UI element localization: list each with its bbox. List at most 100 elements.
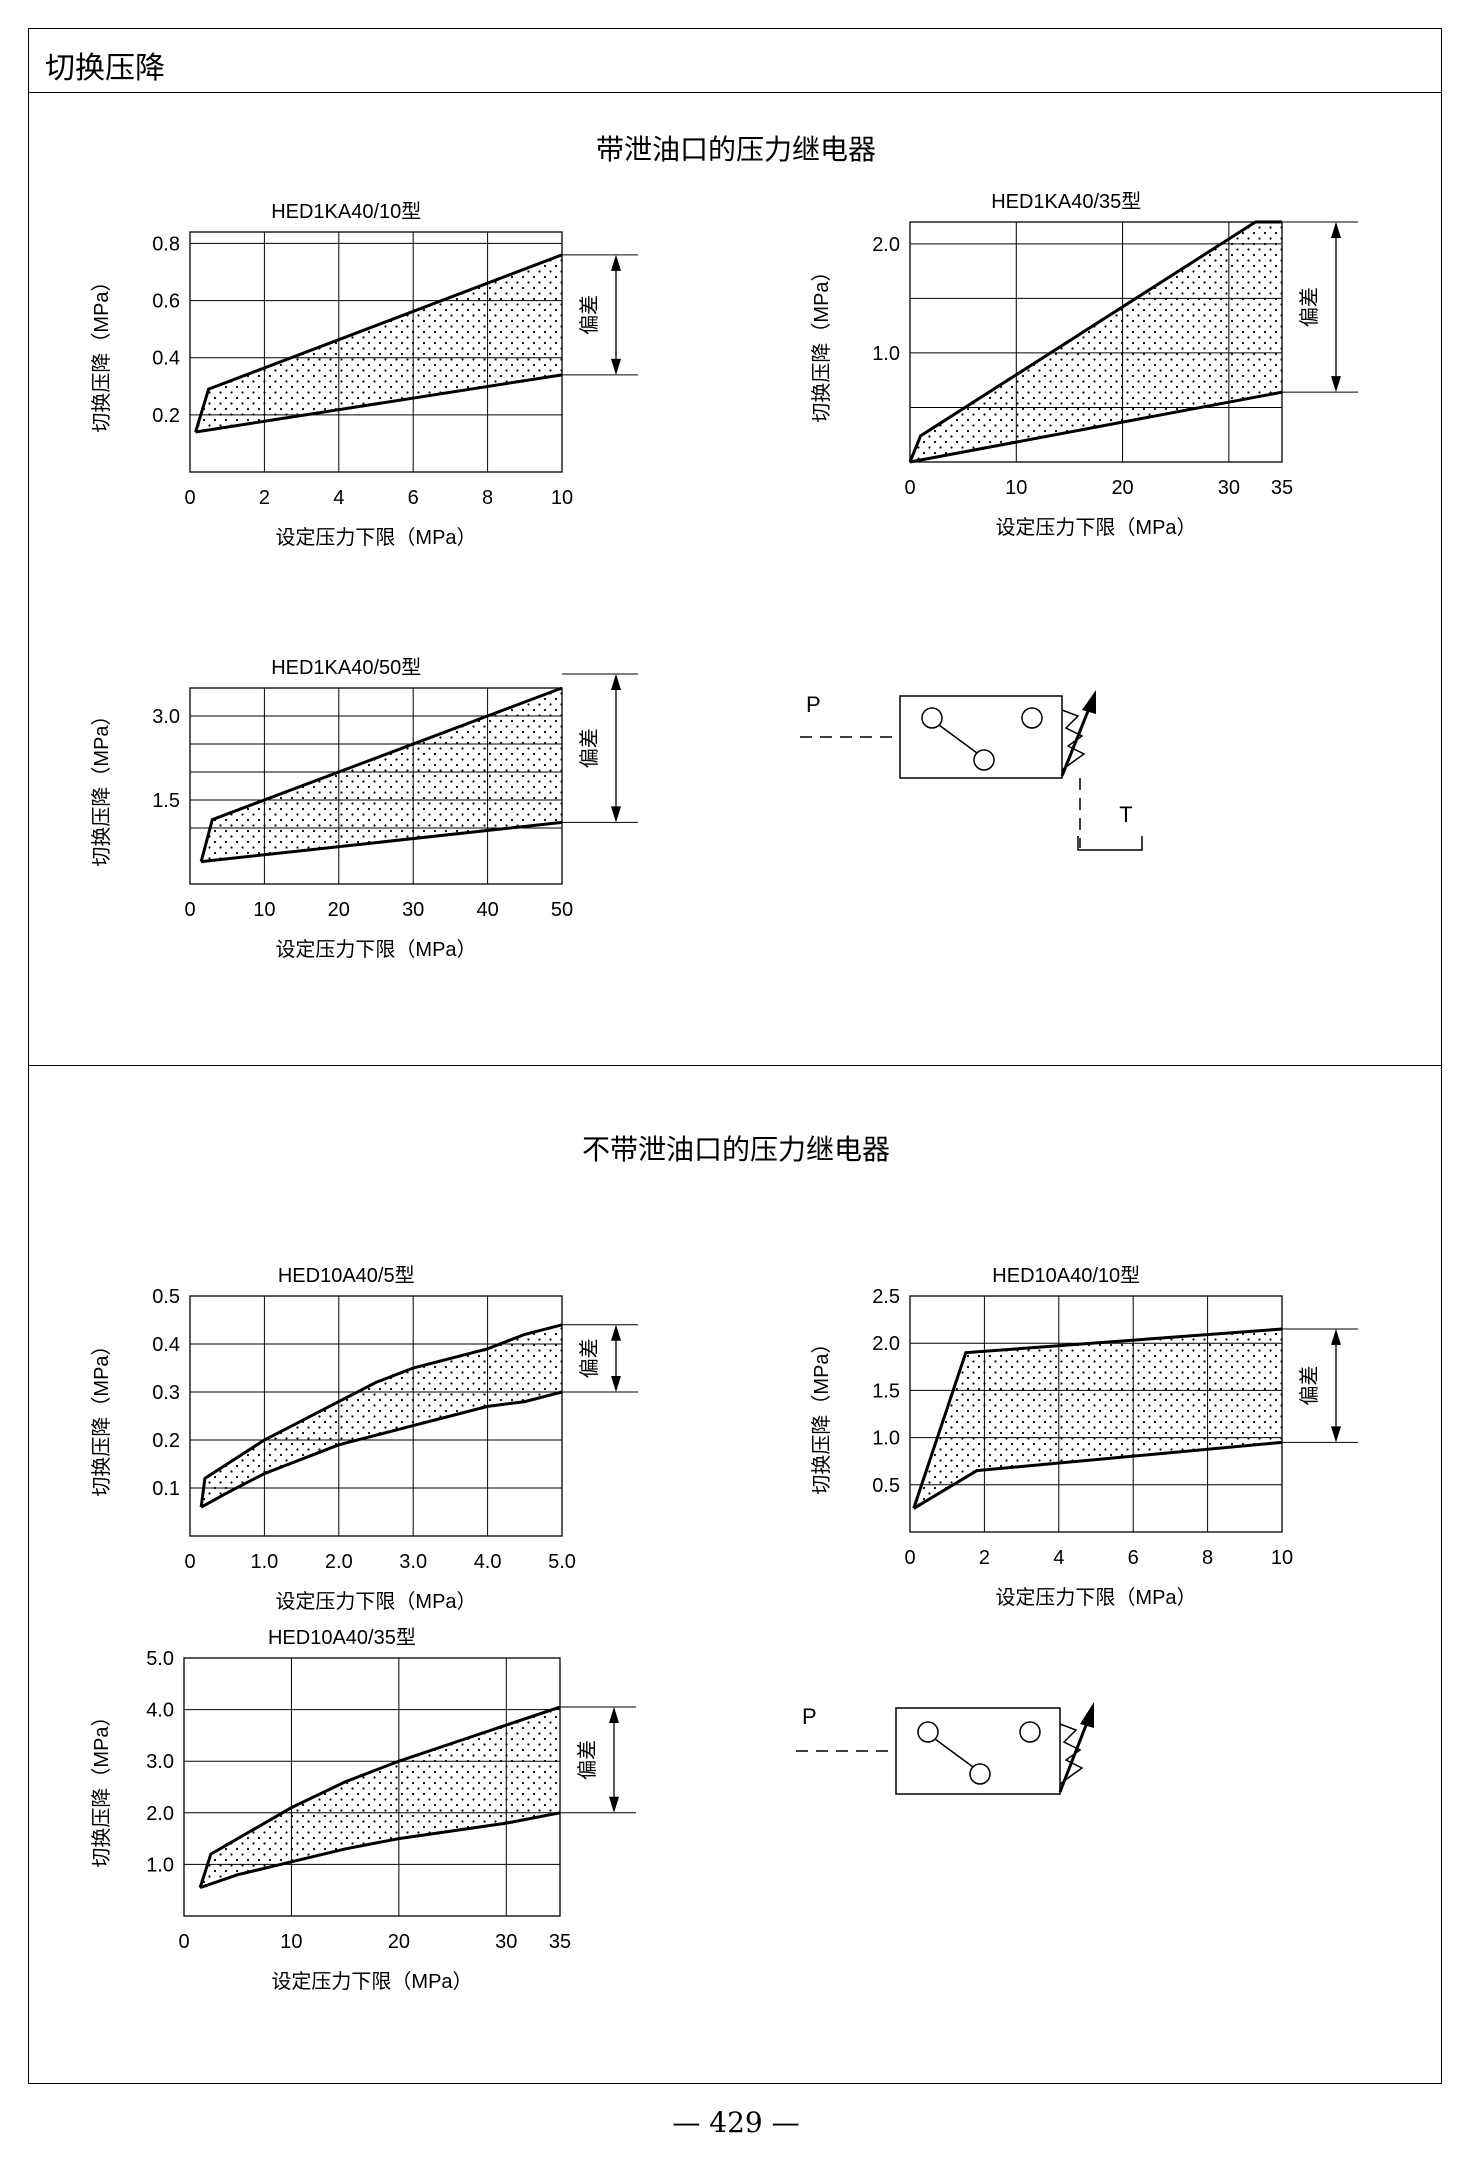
arrow-down-icon xyxy=(611,806,621,823)
lower-boundary-line xyxy=(200,820,563,864)
upper-boundary-line xyxy=(199,1323,563,1508)
p-port-label: P xyxy=(802,1704,817,1729)
deviation-band xyxy=(201,688,562,862)
page-number: — 429 — xyxy=(672,2106,800,2139)
adjust-arrow-head-icon xyxy=(1082,690,1096,714)
x-tick-label: 0 xyxy=(184,487,195,509)
y-tick-label: 4.0 xyxy=(146,1700,174,1722)
chart-title: HED10A40/5型 xyxy=(278,1264,415,1287)
y-tick-label: 0.5 xyxy=(872,1475,900,1497)
page-title: 切换压降 xyxy=(45,51,165,86)
lower-boundary-line xyxy=(909,390,1283,464)
arrow-down-icon xyxy=(609,1796,619,1813)
x-tick-label: 0 xyxy=(184,899,195,921)
x-tick-label: 2.0 xyxy=(325,1551,353,1573)
section-heading-with-drain: 带泄油口的压力继电器 xyxy=(595,133,876,166)
x-tick-label: 1.0 xyxy=(250,1551,278,1573)
tank-icon xyxy=(1077,836,1143,851)
x-tick-label: 10 xyxy=(280,1931,302,1953)
x-tick-label: 30 xyxy=(1218,477,1240,499)
chart-title: HED1KA40/35型 xyxy=(991,190,1141,213)
upper-boundary-line xyxy=(912,1327,1283,1509)
y-axis-label: 切换压降（MPa） xyxy=(810,1333,833,1494)
x-tick-label: 30 xyxy=(402,899,424,921)
x-tick-label: 10 xyxy=(253,899,275,921)
x-tick-label: 0 xyxy=(904,1547,915,1569)
adjust-arrow-icon xyxy=(1058,1719,1090,1793)
x-tick-label: 0 xyxy=(184,1551,195,1573)
x-tick-label: 40 xyxy=(476,899,498,921)
x-tick-label: 20 xyxy=(388,1931,410,1953)
contact-circle xyxy=(969,1763,991,1785)
y-tick-label: 0.1 xyxy=(152,1478,180,1500)
lower-boundary-line xyxy=(912,1440,1283,1510)
arrow-down-icon xyxy=(1331,1426,1341,1443)
deviation-label: 偏差 xyxy=(578,728,601,768)
deviation-label: 偏差 xyxy=(576,1740,599,1780)
upper-boundary-line xyxy=(199,686,563,862)
y-axis-label: 切换压降（MPa） xyxy=(90,1706,113,1867)
x-tick-label: 5.0 xyxy=(548,1551,576,1573)
y-tick-label: 3.0 xyxy=(152,706,180,728)
plot-border xyxy=(189,1295,563,1537)
chart-hed10a40-10: HED10A40/10型 0 2 4 6 8 10 0.5 1.0 1.5 2.0 2.5 设定压力下限… xyxy=(810,1264,1358,1609)
contact-link xyxy=(938,724,978,754)
x-tick-label: 8 xyxy=(482,487,493,509)
switch-body xyxy=(899,695,1063,779)
x-axis-label: 设定压力下限（MPa） xyxy=(995,516,1196,539)
spring-icon xyxy=(1061,709,1086,771)
x-tick-label: 30 xyxy=(495,1931,517,1953)
arrow-down-icon xyxy=(611,1376,621,1392)
upper-boundary-line xyxy=(908,220,1282,463)
deviation-band xyxy=(913,1329,1282,1509)
x-tick-label: 4 xyxy=(1053,1547,1064,1569)
x-tick-label: 3.0 xyxy=(399,1551,427,1573)
chart-hed10a40-5: HED10A40/5型 0 1.0 2.0 3.0 4.0 5.0 0.1 0.2 0.3 0.4 0… xyxy=(90,1264,638,1613)
adjust-arrow-icon xyxy=(1060,705,1092,777)
x-axis-label: 设定压力下限（MPa） xyxy=(275,938,476,961)
x-tick-label: 35 xyxy=(549,1931,571,1953)
arrow-down-icon xyxy=(1331,376,1341,393)
arrow-down-icon xyxy=(611,358,621,375)
arrow-up-icon xyxy=(611,674,621,690)
chart-title: HED10A40/10型 xyxy=(992,1264,1140,1287)
contact-circle xyxy=(1021,707,1043,729)
y-tick-label: 1.5 xyxy=(152,790,180,812)
deviation-label: 偏差 xyxy=(578,295,601,335)
x-tick-label: 20 xyxy=(328,899,350,921)
spring-icon xyxy=(1059,1723,1084,1785)
y-tick-label: 2.0 xyxy=(872,234,900,256)
x-tick-label: 20 xyxy=(1111,477,1133,499)
arrow-up-icon xyxy=(1331,1329,1341,1346)
chart-title: HED1KA40/50型 xyxy=(271,656,421,679)
y-tick-label: 0.5 xyxy=(152,1286,180,1308)
y-tick-label: 0.6 xyxy=(152,291,180,313)
y-axis-label: 切换压降（MPa） xyxy=(810,261,833,422)
y-axis-label: 切换压降（MPa） xyxy=(90,271,113,432)
x-tick-label: 0 xyxy=(178,1931,189,1953)
chart-hed1ka40-10: HED1KA40/10型 0 2 4 6 8 10 0.2 0.4 0.6 0.8 设定压力下限（MP… xyxy=(90,200,638,549)
x-axis-label: 设定压力下限（MPa） xyxy=(275,1590,476,1613)
upper-boundary-line xyxy=(194,253,563,433)
switch-body xyxy=(895,1707,1061,1795)
x-tick-label: 2 xyxy=(259,487,270,509)
y-tick-label: 2.0 xyxy=(146,1803,174,1825)
contact-circle xyxy=(917,1721,939,1743)
x-tick-label: 4.0 xyxy=(474,1551,502,1573)
x-axis-label: 设定压力下限（MPa） xyxy=(275,526,476,549)
y-tick-label: 1.5 xyxy=(872,1380,900,1402)
deviation-band xyxy=(200,1707,560,1888)
y-tick-label: 0.2 xyxy=(152,405,180,427)
lower-boundary-line xyxy=(200,1390,563,1509)
upper-boundary-line xyxy=(198,1705,561,1889)
y-axis-label: 切换压降（MPa） xyxy=(90,705,113,866)
section-heading-without-drain: 不带泄油口的压力继电器 xyxy=(581,1133,890,1166)
chart-title: HED10A40/35型 xyxy=(268,1626,416,1649)
x-tick-label: 6 xyxy=(408,487,419,509)
chart-title: HED1KA40/10型 xyxy=(271,200,421,223)
adjust-arrow-head-icon xyxy=(1080,1702,1094,1728)
chart-hed1ka40-50: HED1KA40/50型 0 10 20 30 40 50 1.5 3.0 设定压力下限（MPa）… xyxy=(90,656,638,961)
y-tick-label: 2.0 xyxy=(872,1333,900,1355)
chart-hed1ka40-35: HED1KA40/35型 0 10 20 30 35 1.0 2.0 设定压力下限（MPa） 切换… xyxy=(810,190,1358,539)
y-tick-label: 0.4 xyxy=(152,1334,180,1356)
